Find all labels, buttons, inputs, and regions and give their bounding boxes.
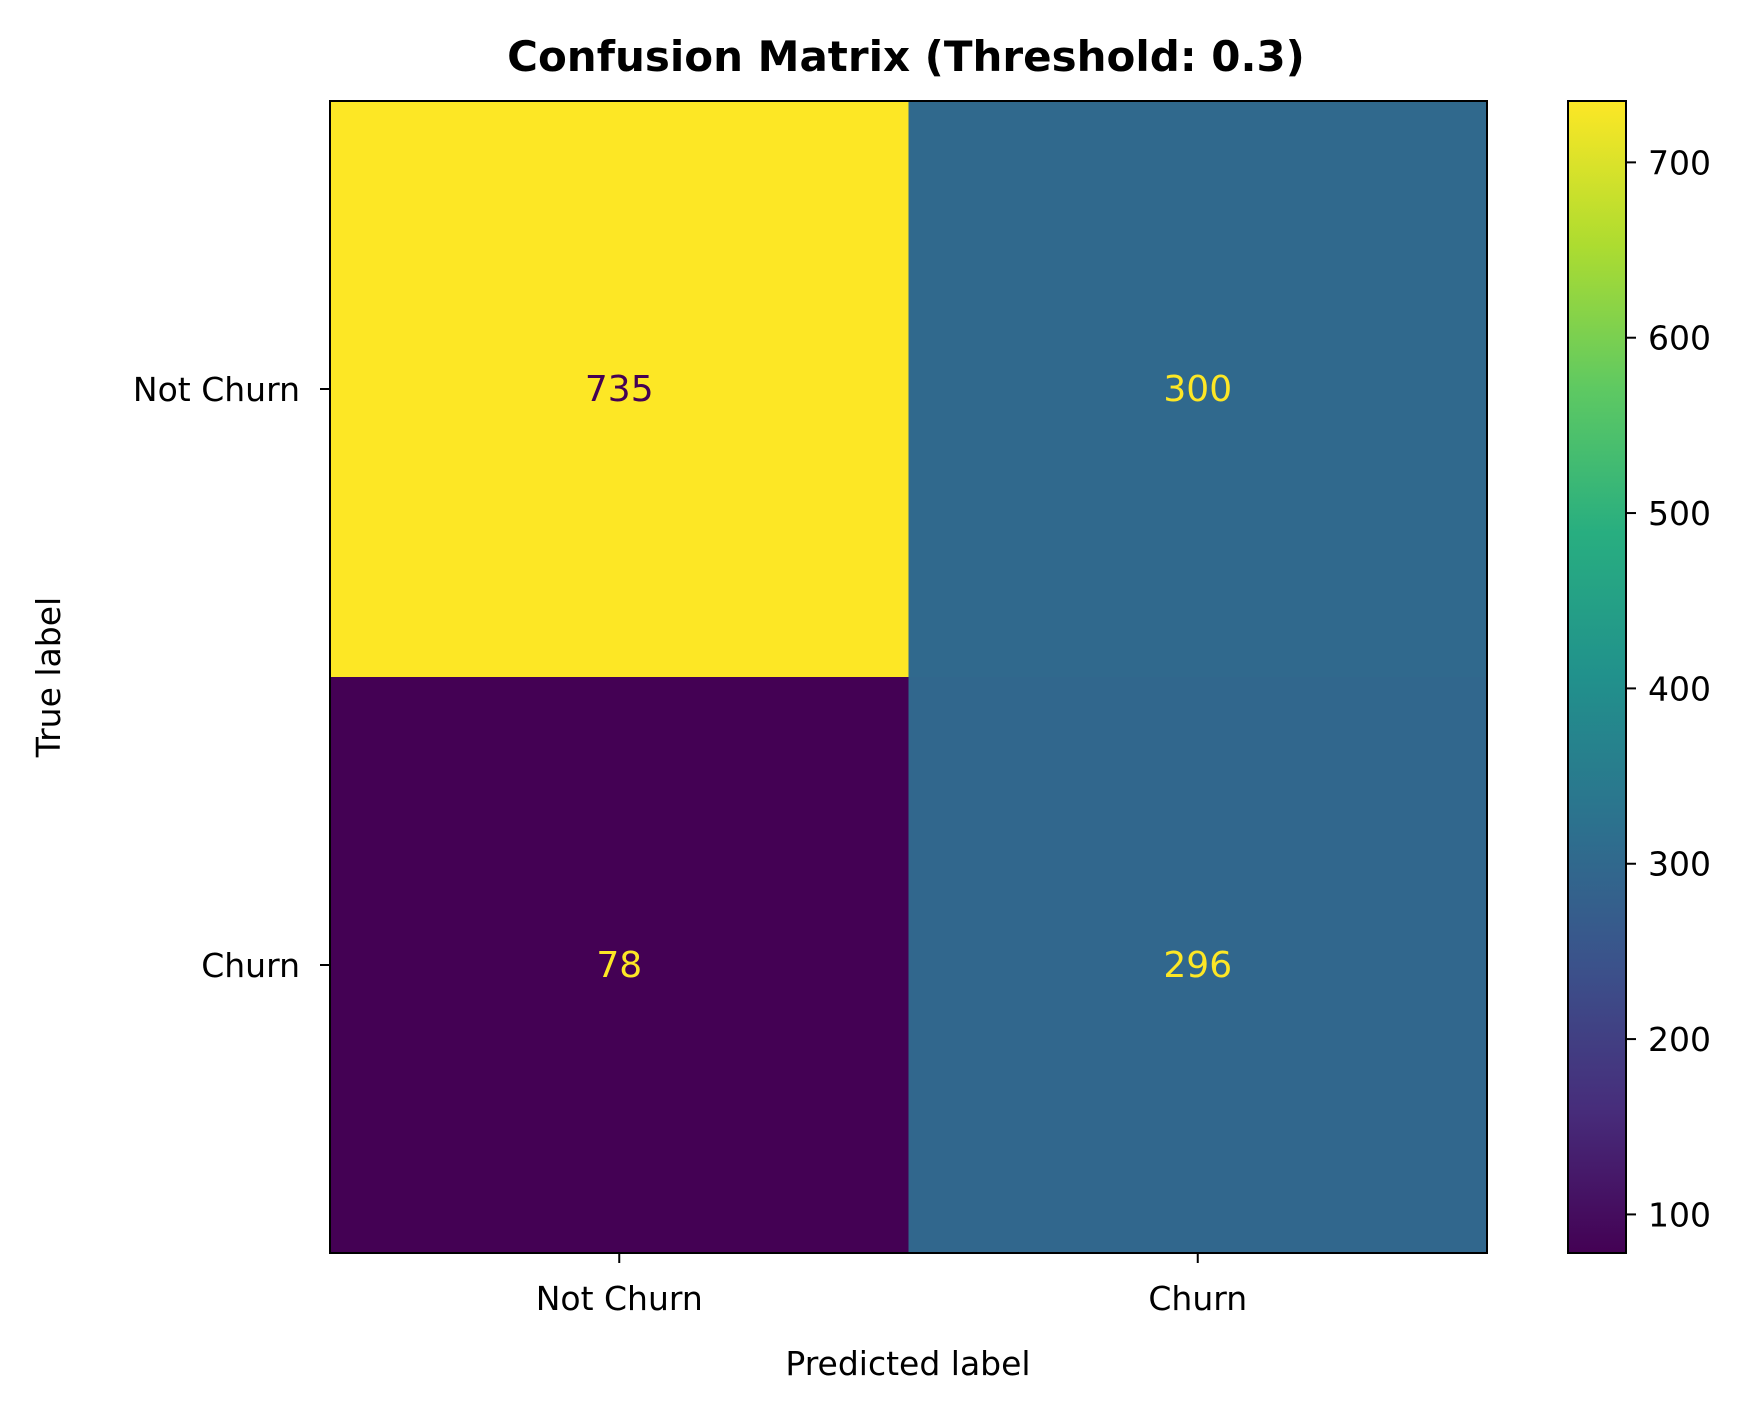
colorbar-tick-label: 600 bbox=[1648, 319, 1711, 358]
colorbar-tick-label: 500 bbox=[1648, 494, 1711, 533]
colorbar-ticks: 100 200 300 400 500 600 700 bbox=[1626, 143, 1711, 1234]
colorbar-tick-label: 100 bbox=[1648, 1195, 1711, 1234]
y-axis-label: True label bbox=[29, 597, 68, 758]
heatmap-cell bbox=[330, 101, 909, 677]
cell-value-label: 78 bbox=[596, 945, 642, 986]
y-axis-ticks: Not Churn Churn bbox=[133, 370, 330, 985]
colorbar-tick-label: 300 bbox=[1648, 845, 1711, 884]
chart-title: Confusion Matrix (Threshold: 0.3) bbox=[507, 32, 1305, 81]
heatmap-cell bbox=[908, 101, 1487, 677]
colorbar-tick-label: 700 bbox=[1648, 143, 1711, 182]
y-tick-label: Not Churn bbox=[133, 370, 300, 409]
colorbar bbox=[1567, 100, 1627, 1254]
x-axis-ticks: Not Churn Churn bbox=[536, 1253, 1247, 1318]
heatmap-cell bbox=[908, 677, 1487, 1253]
x-axis-label: Predicted label bbox=[785, 1344, 1030, 1383]
cell-value-label: 735 bbox=[585, 369, 654, 410]
x-tick-label: Churn bbox=[1148, 1279, 1247, 1318]
colorbar-tick-label: 400 bbox=[1648, 669, 1711, 708]
plot-frame bbox=[329, 100, 1488, 1254]
cell-value-label: 300 bbox=[1163, 369, 1232, 410]
heatmap-cells: 735 300 78 296 bbox=[330, 101, 1487, 1253]
cell-value-label: 296 bbox=[1163, 945, 1232, 986]
y-tick-label: Churn bbox=[201, 946, 300, 985]
heatmap-cell bbox=[330, 677, 909, 1253]
x-tick-label: Not Churn bbox=[536, 1279, 703, 1318]
colorbar-tick-label: 200 bbox=[1648, 1020, 1711, 1059]
